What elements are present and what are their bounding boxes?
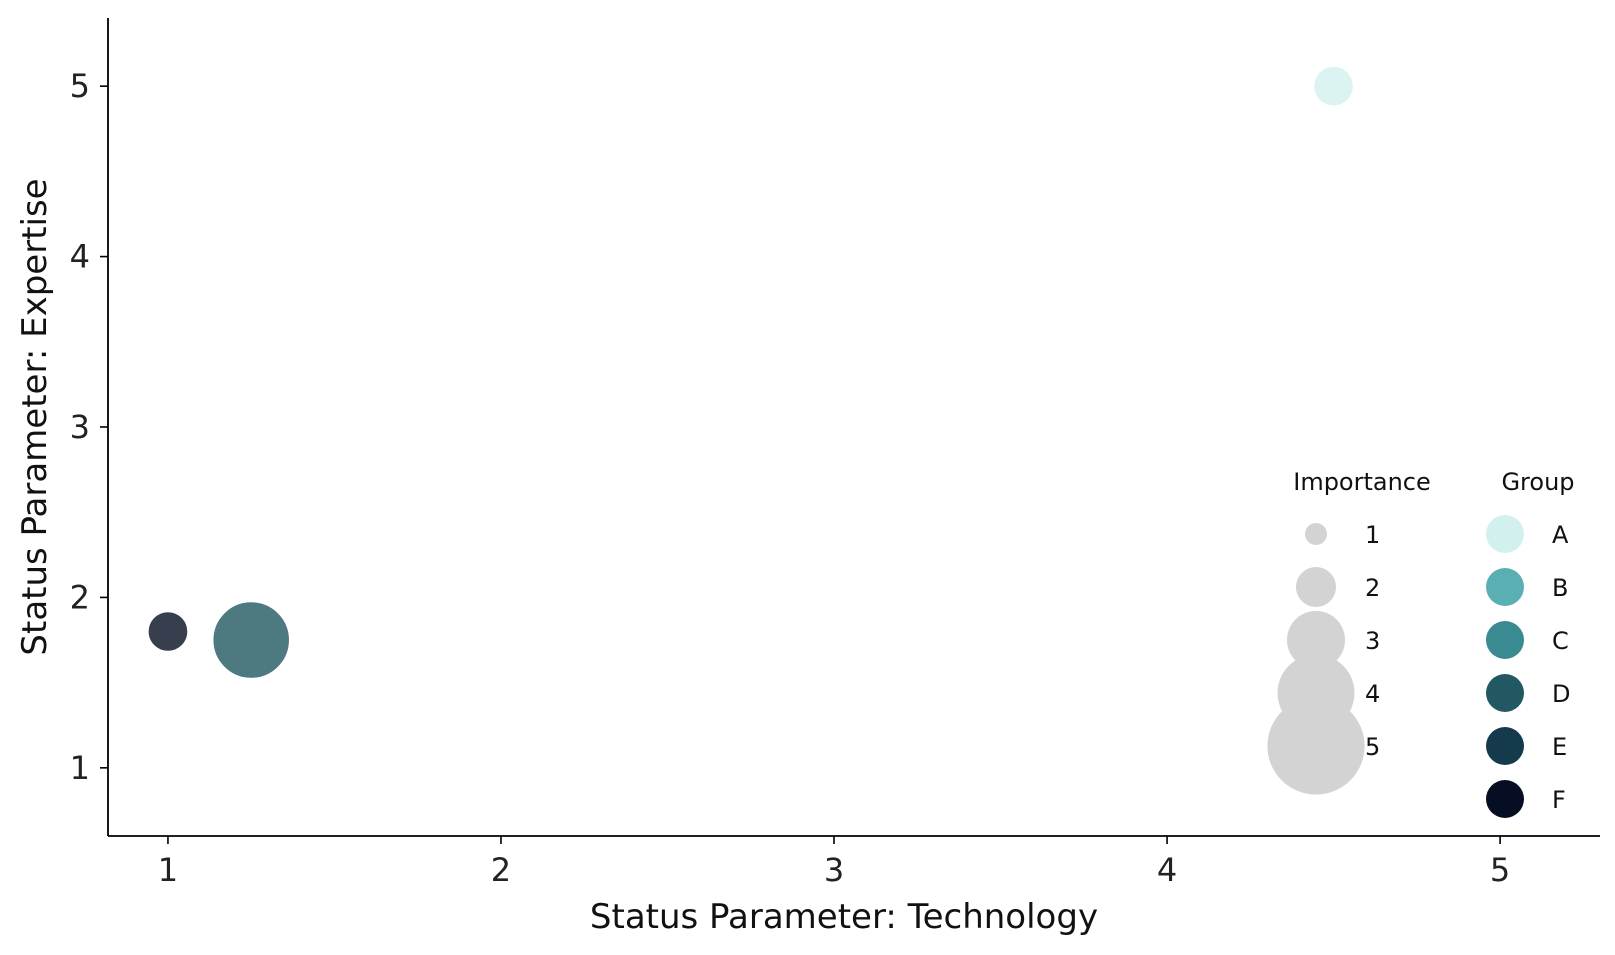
y-axis-label: Status Parameter: Expertise [15, 178, 55, 655]
x-tick-label: 4 [1157, 851, 1177, 889]
group-legend-label: D [1552, 680, 1570, 708]
importance-legend-marker [1295, 566, 1337, 608]
importance-legend-label: 1 [1365, 521, 1380, 549]
group-legend-marker [1486, 621, 1524, 659]
group-legend-marker [1486, 568, 1524, 606]
group-legend-label: F [1552, 786, 1566, 814]
importance-legend-label: 4 [1365, 680, 1380, 708]
group-legend-marker [1486, 780, 1524, 818]
y-axis-ticks: 1 2 3 4 5 [70, 67, 108, 787]
y-tick-label: 4 [70, 238, 90, 276]
importance-legend-marker [1286, 610, 1346, 670]
x-tick-label: 2 [491, 851, 511, 889]
data-point-d [211, 600, 291, 680]
y-tick-label: 3 [70, 408, 90, 446]
importance-legend-marker [1305, 523, 1327, 545]
y-tick-label: 2 [70, 578, 90, 616]
importance-legend-label: 3 [1365, 627, 1380, 655]
importance-legend-label: 5 [1365, 733, 1380, 761]
group-legend-label: A [1552, 521, 1569, 549]
importance-legend-items: 1 2 3 4 5 [1267, 521, 1380, 795]
group-legend-marker [1486, 727, 1524, 765]
group-legend-label: B [1552, 574, 1568, 602]
group-legend-label: C [1552, 627, 1569, 655]
group-legend-marker [1486, 515, 1524, 553]
data-point-f [147, 610, 189, 653]
importance-legend-marker [1267, 697, 1365, 795]
importance-legend-title: Importance [1293, 468, 1431, 496]
importance-legend-label: 2 [1365, 574, 1380, 602]
y-tick-label: 1 [70, 749, 90, 787]
x-axis-label: Status Parameter: Technology [590, 897, 1098, 937]
y-tick-label: 5 [70, 67, 90, 105]
x-tick-label: 1 [158, 851, 178, 889]
data-points [147, 65, 1355, 680]
group-legend-marker [1486, 674, 1524, 712]
x-tick-label: 3 [824, 851, 844, 889]
data-point-a [1312, 65, 1355, 107]
x-axis-ticks: 1 2 3 4 5 [158, 836, 1510, 889]
group-legend-title: Group [1501, 468, 1574, 496]
x-tick-label: 5 [1490, 851, 1510, 889]
group-legend-label: E [1552, 733, 1567, 761]
